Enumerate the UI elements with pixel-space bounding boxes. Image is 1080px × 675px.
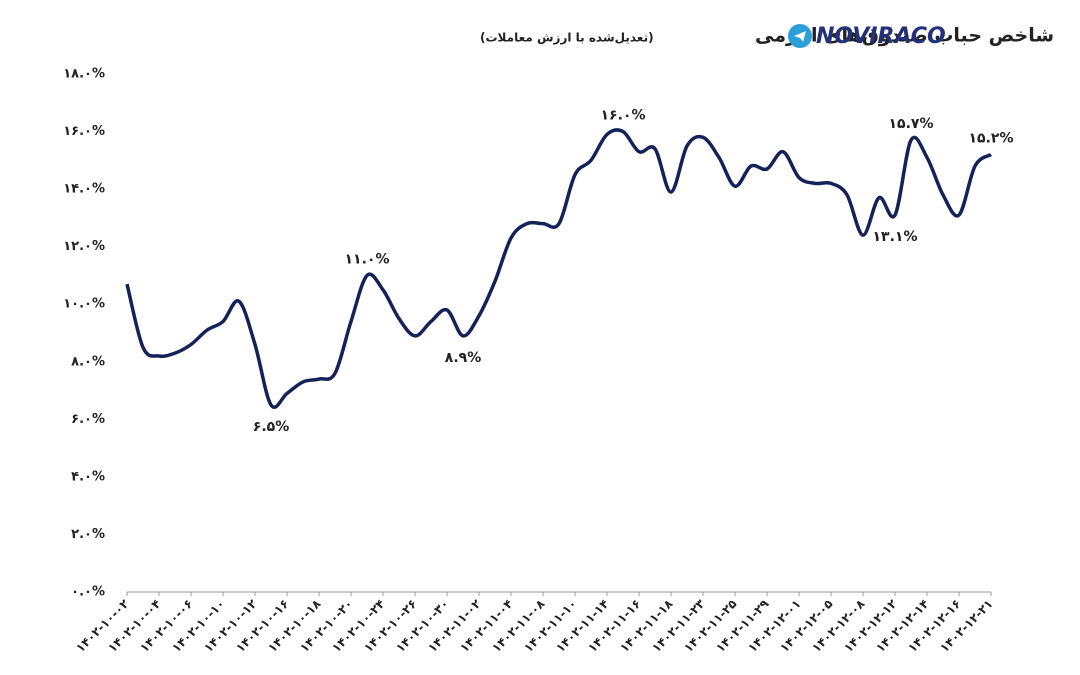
y-tick-label: ۸.۰%: [71, 354, 105, 369]
data-label: ۱۱.۰%: [345, 251, 390, 267]
y-tick-label: ۱۶.۰%: [63, 124, 105, 139]
y-tick-label: ۱۴.۰%: [63, 182, 105, 197]
y-tick-label: ۰.۰%: [71, 585, 105, 600]
brand: NOVIRACO: [816, 24, 946, 49]
y-tick-label: ۲.۰%: [71, 527, 105, 542]
data-label: ۱۳.۱%: [873, 229, 918, 245]
data-label: ۸.۹%: [445, 350, 481, 366]
chart-title: شاخص حباب صندوق‌های اهرمی: [755, 25, 1054, 47]
y-tick-label: ۴.۰%: [71, 469, 105, 484]
brand-icon-plane: [794, 31, 806, 42]
data-label: ۱۵.۲%: [969, 131, 1014, 147]
y-tick-label: ۱۲.۰%: [63, 239, 105, 254]
y-tick-label: ۶.۰%: [71, 412, 105, 427]
data-label: ۶.۵%: [253, 419, 289, 435]
y-tick-label: ۱۸.۰%: [63, 67, 105, 82]
y-tick-label: ۱۰.۰%: [63, 297, 105, 312]
chart-subtitle: (تعدیل‌شده با ارزش معاملات): [480, 31, 654, 45]
line: [125, 128, 993, 409]
data-label: ۱۶.۰%: [601, 108, 646, 124]
data-label: ۱۵.۷%: [889, 116, 934, 132]
